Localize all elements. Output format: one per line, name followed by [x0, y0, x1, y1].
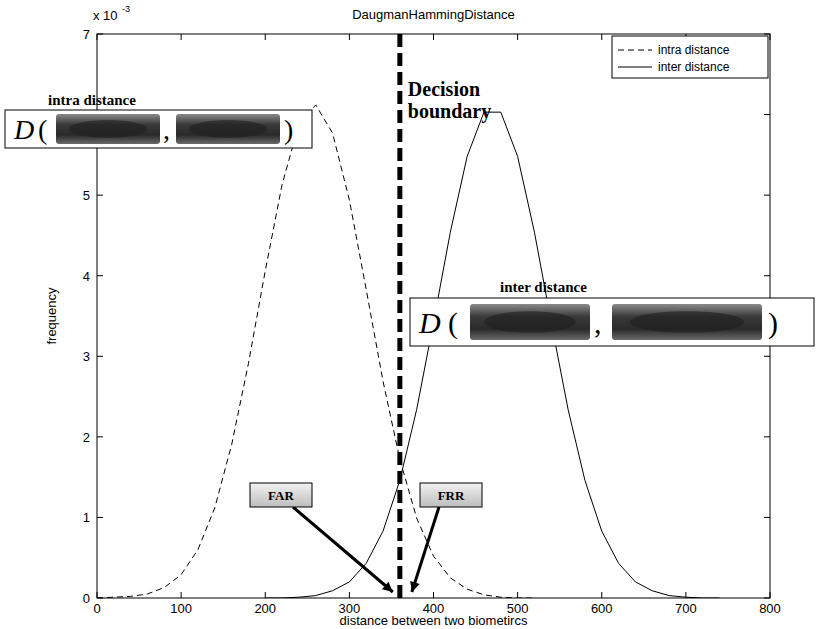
annotation-label: FRR — [438, 488, 465, 503]
y-tick — [97, 195, 103, 196]
legend-swatch — [618, 67, 652, 68]
decision-boundary-label: Decision — [408, 78, 480, 100]
iris-image-detail — [484, 311, 575, 333]
x-tick-label: 600 — [591, 601, 613, 616]
curve-intra — [97, 105, 534, 598]
y-tick-label: 0 — [83, 591, 90, 606]
inset-title: intra distance — [48, 92, 136, 108]
inset-box — [5, 110, 312, 148]
x-tick-label: 700 — [675, 601, 697, 616]
y-tick — [97, 356, 103, 357]
chart: DaugmanHammingDistancex 10-3010020030040… — [0, 0, 820, 629]
y-tick-right — [764, 598, 770, 599]
legend-swatch — [618, 50, 652, 51]
inset-separator: , — [163, 114, 170, 145]
x-tick-top — [770, 34, 771, 40]
x-tick — [433, 592, 434, 598]
y-tick-right — [764, 114, 770, 115]
y-tick-label: 7 — [83, 27, 90, 42]
inset-paren: ) — [768, 306, 778, 340]
iris-image — [56, 114, 160, 144]
iris-image-detail — [188, 120, 267, 138]
x-tick-top — [517, 34, 518, 40]
curves — [97, 105, 720, 598]
iris-image — [612, 304, 762, 340]
x-tick — [97, 592, 98, 598]
y-multiplier-exponent: -3 — [122, 4, 130, 14]
title: DaugmanHammingDistance — [352, 7, 515, 22]
plot-frame — [97, 34, 770, 598]
x-tick-top — [97, 34, 98, 40]
inset-title: inter distance — [500, 279, 587, 295]
iris-image-detail — [630, 311, 744, 333]
inset-function: D — [13, 114, 34, 145]
y-tick-right — [764, 275, 770, 276]
annotation-box — [250, 483, 312, 507]
y-axis-label: frequency — [44, 287, 59, 345]
x-tick-top — [265, 34, 266, 40]
x-tick — [517, 592, 518, 598]
inset-paren: ( — [38, 114, 47, 145]
inset-separator: , — [594, 306, 602, 339]
x-tick-label: 200 — [254, 601, 276, 616]
annotation-arrow — [293, 507, 393, 592]
y-tick-label: 5 — [83, 188, 90, 203]
y-multiplier: x 10 — [93, 8, 118, 23]
legend-label: intra distance — [658, 43, 730, 57]
x-tick-label: 0 — [93, 601, 100, 616]
annotation-box — [420, 483, 482, 507]
annotation-arrowhead — [410, 581, 420, 592]
y-tick — [97, 517, 103, 518]
y-tick-right — [764, 436, 770, 437]
annotation-label: FAR — [268, 488, 294, 503]
curve-inter — [265, 112, 719, 598]
x-tick-top — [601, 34, 602, 40]
x-tick-top — [433, 34, 434, 40]
x-tick-top — [181, 34, 182, 40]
x-tick-label: 100 — [170, 601, 192, 616]
x-axis-label: distance between two biometircs — [340, 613, 528, 628]
iris-image — [176, 114, 280, 144]
y-tick-right — [764, 356, 770, 357]
y-tick-label: 3 — [83, 349, 90, 364]
x-tick-label: 800 — [759, 601, 781, 616]
inset-box — [410, 298, 814, 346]
x-tick — [349, 592, 350, 598]
x-tick — [265, 592, 266, 598]
y-tick — [97, 34, 103, 35]
annotation-arrow — [412, 507, 439, 592]
y-tick — [97, 436, 103, 437]
inset-paren: ( — [448, 306, 458, 340]
background — [0, 0, 820, 629]
y-tick-right — [764, 34, 770, 35]
legend-label: inter distance — [658, 60, 730, 74]
inset-paren: ) — [284, 114, 293, 145]
annotation-arrowhead — [382, 582, 393, 592]
decision-boundary — [397, 34, 402, 598]
x-tick — [770, 592, 771, 598]
inset-function: D — [418, 306, 441, 339]
legend-box — [612, 36, 768, 78]
y-tick-label: 4 — [83, 269, 90, 284]
iris-image — [470, 304, 590, 340]
x-tick — [181, 592, 182, 598]
y-tick — [97, 275, 103, 276]
y-tick-right — [764, 195, 770, 196]
y-tick-label: 1 — [83, 510, 90, 525]
iris-image-detail — [68, 120, 147, 138]
decision-boundary-label: boundary — [408, 100, 491, 123]
y-tick-label: 2 — [83, 430, 90, 445]
x-tick — [601, 592, 602, 598]
x-tick-top — [349, 34, 350, 40]
y-tick-right — [764, 517, 770, 518]
